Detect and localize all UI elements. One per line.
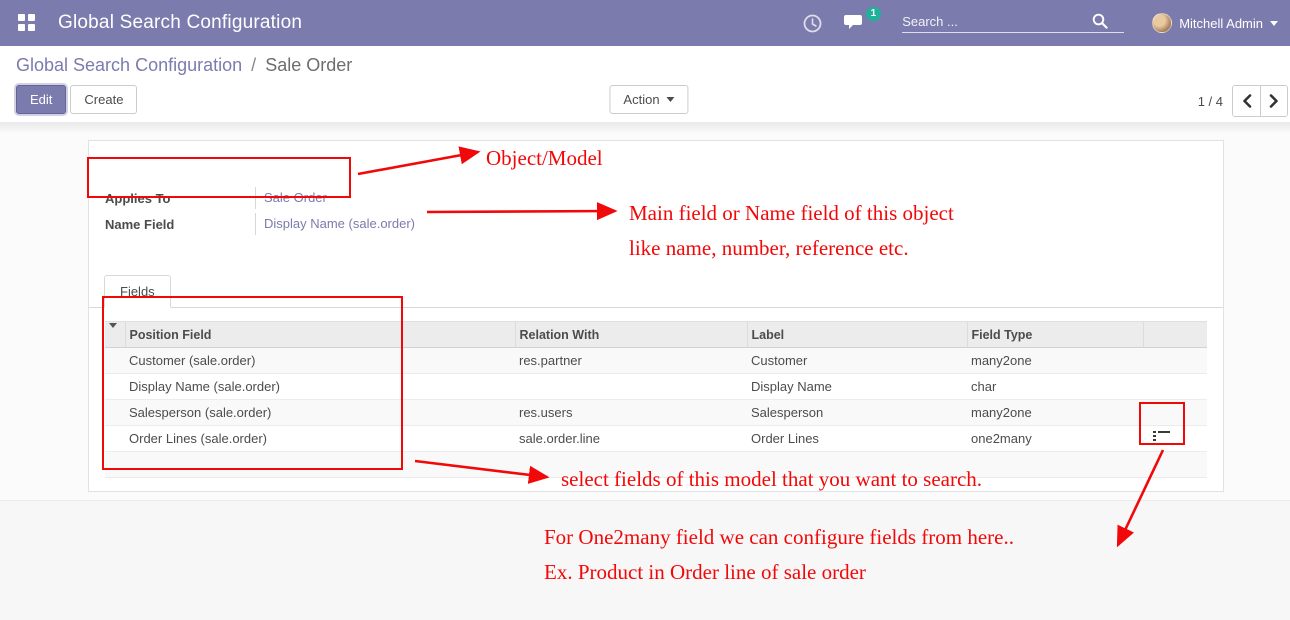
chevron-down-icon — [1270, 20, 1278, 26]
expand-caret-header[interactable] — [105, 321, 125, 348]
name-field-value[interactable]: Display Name (sale.order) — [255, 213, 515, 235]
breadcrumb-separator: / — [251, 55, 257, 75]
chevron-right-icon — [1269, 94, 1278, 108]
cell-position: Customer (sale.order) — [125, 347, 515, 374]
applies-to-value[interactable]: Sale Order — [255, 187, 515, 209]
pager: 1 / 4 — [1198, 85, 1288, 117]
field-row-applies-to: Applies To Sale Order — [105, 185, 1207, 211]
cell-type: many2one — [967, 347, 1143, 374]
breadcrumb-link[interactable]: Global Search Configuration — [16, 55, 243, 75]
messages-count-badge: 1 — [865, 7, 882, 21]
table-row[interactable]: Salesperson (sale.order) res.users Sales… — [105, 399, 1207, 426]
notebook-tabs: Fields — [89, 275, 1223, 308]
cell-type: many2one — [967, 399, 1143, 426]
cell-label: Customer — [747, 347, 967, 374]
applies-to-label: Applies To — [105, 190, 171, 206]
configure-one2many-list-icon[interactable] — [1153, 430, 1170, 445]
global-search — [902, 13, 1125, 33]
apps-menu-icon[interactable] — [18, 14, 36, 32]
chevron-down-icon — [666, 97, 675, 102]
table-row[interactable]: Display Name (sale.order) Display Name c… — [105, 373, 1207, 400]
cell-type: char — [967, 373, 1143, 400]
cell-type: one2many — [967, 425, 1143, 452]
pager-previous-button[interactable] — [1233, 86, 1260, 116]
search-input[interactable] — [902, 13, 1093, 29]
app-title[interactable]: Global Search Configuration — [58, 12, 303, 33]
user-name: Mitchell Admin — [1179, 15, 1263, 31]
cell-relation: sale.order.line — [515, 425, 747, 452]
table-row[interactable]: Customer (sale.order) res.partner Custom… — [105, 347, 1207, 374]
action-dropdown-button[interactable]: Action — [609, 85, 689, 114]
user-menu[interactable]: Mitchell Admin — [1152, 13, 1278, 33]
name-field-label: Name Field — [105, 216, 175, 232]
chevron-left-icon — [1242, 94, 1251, 108]
breadcrumb-current: Sale Order — [265, 55, 353, 75]
sort-caret-icon — [109, 322, 117, 342]
cell-relation: res.partner — [515, 347, 747, 374]
cell-relation: res.users — [515, 399, 747, 426]
main-content: Applies To Sale Order Name Field Display… — [0, 122, 1290, 620]
pager-value: 1 / 4 — [1197, 93, 1223, 109]
field-row-name-field: Name Field Display Name (sale.order) — [105, 211, 1207, 237]
cell-position: Order Lines (sale.order) — [125, 425, 515, 452]
cell-label: Salesperson — [747, 399, 967, 426]
table-header-row: Position Field Relation With Label Field… — [105, 321, 1207, 348]
cell-relation — [515, 373, 747, 400]
top-navbar: Global Search Configuration 1 Mitchell A… — [0, 0, 1290, 46]
column-header-actions — [1142, 321, 1207, 348]
column-header-position-field[interactable]: Position Field — [124, 321, 515, 348]
column-header-label[interactable]: Label — [746, 321, 967, 348]
breadcrumb: Global Search Configuration / Sale Order — [16, 55, 1274, 76]
column-header-relation-with[interactable]: Relation With — [514, 321, 747, 348]
edit-button[interactable]: Edit — [16, 85, 67, 114]
messages-icon[interactable]: 1 — [844, 7, 882, 32]
table-row[interactable]: Order Lines (sale.order) sale.order.line… — [105, 425, 1207, 452]
footer-area — [0, 500, 1290, 620]
fields-list-table: Position Field Relation With Label Field… — [105, 321, 1207, 478]
column-header-field-type[interactable]: Field Type — [966, 321, 1143, 348]
cell-position: Display Name (sale.order) — [125, 373, 515, 400]
tab-fields[interactable]: Fields — [104, 275, 171, 308]
control-panel: Global Search Configuration / Sale Order… — [0, 46, 1290, 122]
cell-label: Display Name — [747, 373, 967, 400]
pager-next-button[interactable] — [1260, 86, 1287, 116]
cell-position: Salesperson (sale.order) — [125, 399, 515, 426]
user-avatar — [1152, 13, 1173, 33]
cell-label: Order Lines — [747, 425, 967, 452]
form-sheet: Applies To Sale Order Name Field Display… — [88, 140, 1224, 492]
table-row-empty — [105, 451, 1207, 478]
activities-clock-icon[interactable] — [803, 14, 822, 33]
search-icon[interactable] — [1092, 13, 1108, 29]
create-button[interactable]: Create — [70, 85, 138, 114]
